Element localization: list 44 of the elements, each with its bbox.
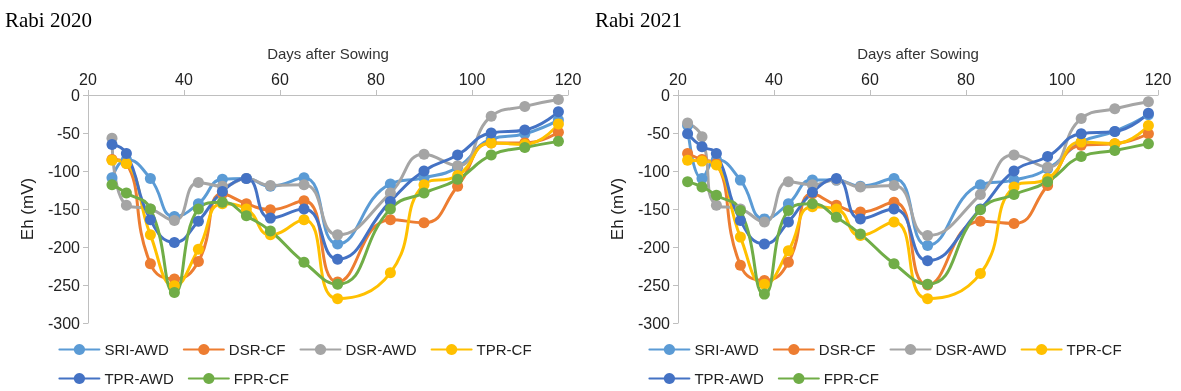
y-tick-label: 0 [661, 86, 671, 104]
x-tick-label: 100 [1048, 70, 1076, 88]
legend-label: DSR-AWD [935, 341, 1007, 358]
y-tick-label: -100 [637, 162, 671, 180]
y-tick-label: 0 [71, 86, 81, 104]
y-tick-label: -250 [47, 276, 81, 294]
chart-title: Rabi 2021 [595, 7, 682, 32]
x-tick-label: 40 [765, 70, 783, 88]
y-tick-label: -200 [637, 238, 671, 256]
y-axis-title: Eh (mV) [18, 177, 37, 241]
legend-label: TPR-CF [1066, 341, 1122, 358]
x-tick-label: 20 [669, 70, 687, 88]
x-tick-label: 100 [458, 70, 486, 88]
y-tick-label: -250 [637, 276, 671, 294]
x-tick-label: 120 [554, 70, 582, 88]
y-axis-title: Eh (mV) [608, 177, 627, 241]
y-tick-label: -50 [646, 124, 671, 142]
x-tick-label: 80 [957, 70, 975, 88]
legend-label: FPR-CF [233, 370, 289, 387]
x-tick-label: 120 [1144, 70, 1172, 88]
y-tick-label: -300 [637, 314, 671, 332]
x-tick-label: 20 [79, 70, 97, 88]
y-tick-label: -300 [47, 314, 81, 332]
x-tick-label: 60 [271, 70, 289, 88]
x-tick-label: 40 [175, 70, 193, 88]
x-tick-label: 80 [367, 70, 385, 88]
legend-label: DSR-AWD [345, 341, 417, 358]
legend-label: TPR-AWD [694, 370, 764, 387]
x-tick-label: 60 [861, 70, 879, 88]
y-tick-label: -150 [637, 200, 671, 218]
chart-title: Rabi 2020 [5, 7, 92, 32]
x-axis-title: Days after Sowing [857, 45, 979, 62]
y-tick-label: -100 [47, 162, 81, 180]
legend-label: SRI-AWD [694, 341, 760, 358]
legend-label: DSR-CF [228, 341, 286, 358]
legend-label: TPR-CF [476, 341, 532, 358]
y-tick-label: -150 [47, 200, 81, 218]
legend-label: SRI-AWD [104, 341, 170, 358]
legend-label: TPR-AWD [104, 370, 174, 387]
x-axis-title: Days after Sowing [267, 45, 389, 62]
y-tick-label: -200 [47, 238, 81, 256]
legend-label: DSR-CF [818, 341, 876, 358]
y-tick-label: -50 [56, 124, 81, 142]
legend-label: FPR-CF [823, 370, 879, 387]
